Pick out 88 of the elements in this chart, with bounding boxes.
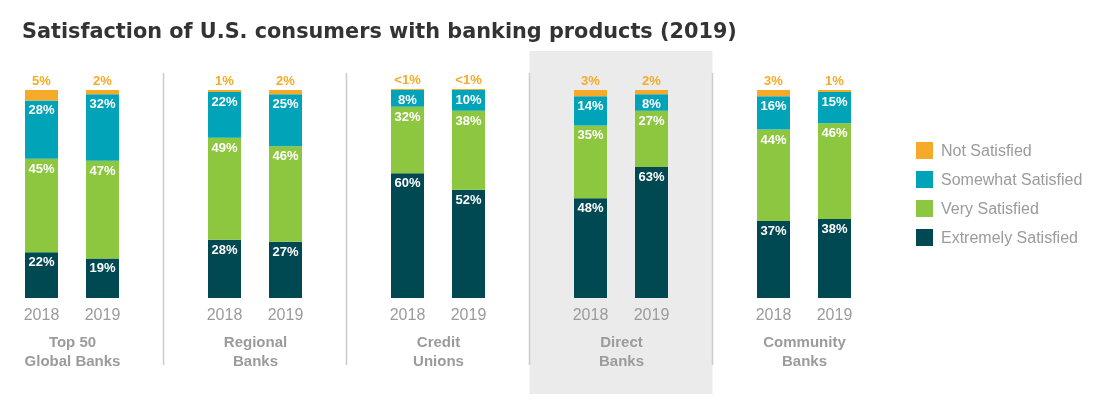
bar	[452, 189, 485, 298]
data-label: 46%	[821, 125, 848, 141]
x-tick-label: 2018	[23, 305, 60, 323]
x-tick-label: 2018	[572, 305, 609, 323]
data-label: 35%	[577, 127, 604, 143]
text: Satisfaction of U.S. consumers with banking products (2019)	[22, 19, 737, 44]
bar	[757, 90, 790, 97]
data-label: 48%	[577, 200, 604, 216]
data-label: 8%	[642, 96, 662, 112]
x-tick-label: 2018	[755, 305, 792, 323]
bar	[208, 239, 241, 298]
x-tick-label: 2019	[450, 305, 487, 323]
data-label: <1%	[455, 72, 483, 87]
data-label: 2%	[276, 73, 296, 89]
data-label: 38%	[455, 112, 482, 128]
data-label: 44%	[760, 131, 787, 147]
data-label: 19%	[89, 260, 116, 276]
x-axis-title: Credit Unions	[413, 332, 464, 369]
bar	[635, 90, 668, 95]
bar	[574, 198, 607, 298]
x-tick-label: 2019	[267, 305, 304, 323]
legend-label: Not Satisfied	[941, 141, 1032, 159]
x-axis-title: Direct Banks	[598, 332, 645, 369]
bar	[757, 129, 790, 222]
bar	[818, 90, 851, 93]
data-label: 22%	[28, 254, 55, 270]
bar	[86, 160, 119, 259]
data-label: 14%	[577, 98, 604, 114]
bar	[86, 94, 119, 161]
data-label: 27%	[638, 112, 665, 128]
data-label: 47%	[89, 162, 116, 178]
bar	[208, 90, 241, 93]
data-label: 5%	[32, 73, 52, 89]
bar	[269, 90, 302, 95]
bar	[391, 106, 424, 174]
legend-label: Somewhat Satisfied	[941, 170, 1083, 188]
bar	[391, 173, 424, 298]
bar	[818, 218, 851, 298]
data-label: 22%	[211, 94, 238, 110]
data-label: 10%	[455, 92, 482, 108]
data-label: 2%	[93, 73, 113, 89]
bar	[635, 166, 668, 298]
data-label: 27%	[272, 243, 299, 259]
x-tick-label: 2019	[633, 305, 670, 323]
bar	[269, 241, 302, 298]
data-label: 60%	[394, 175, 421, 191]
data-label: 8%	[398, 92, 418, 108]
bar	[25, 100, 58, 159]
data-label: 3%	[581, 73, 601, 89]
data-label: 25%	[272, 96, 299, 112]
data-label: 15%	[821, 94, 848, 110]
data-label: 63%	[638, 168, 665, 184]
data-label: 1%	[215, 73, 235, 89]
bar	[208, 137, 241, 240]
data-label: 28%	[211, 241, 238, 257]
x-tick-label: 2018	[389, 305, 426, 323]
data-label: 37%	[760, 223, 787, 239]
x-tick-label: 2019	[816, 305, 853, 323]
data-label: 1%	[825, 73, 845, 89]
bar	[757, 221, 790, 298]
data-label: 32%	[89, 96, 116, 112]
legend-label: Very Satisfied	[941, 199, 1039, 217]
x-axis-title: Regional Banks	[223, 332, 288, 369]
data-label: 45%	[28, 160, 55, 176]
bar	[269, 146, 302, 242]
bar	[574, 90, 607, 97]
bar	[574, 125, 607, 199]
bar	[86, 90, 119, 95]
data-label: 49%	[211, 139, 238, 155]
data-label: 46%	[272, 148, 299, 164]
data-label: 38%	[821, 220, 848, 236]
bar	[25, 158, 58, 253]
x-tick-label: 2018	[206, 305, 243, 323]
data-label: 28%	[28, 102, 55, 118]
x-tick-label: 2019	[84, 305, 121, 323]
data-label: <1%	[394, 72, 422, 87]
data-label: 3%	[764, 73, 784, 89]
x-axis-title: Community Banks	[763, 332, 847, 369]
legend-label: Extremely Satisfied	[941, 228, 1078, 246]
bar	[25, 90, 58, 101]
data-label: 16%	[760, 98, 787, 114]
x-axis-title: Top 50 Global Banks	[24, 332, 121, 369]
bar	[452, 110, 485, 190]
data-label: 32%	[394, 108, 421, 124]
bar	[635, 110, 668, 167]
bar	[818, 123, 851, 219]
data-label: 52%	[455, 191, 482, 207]
data-label: 2%	[642, 73, 662, 89]
